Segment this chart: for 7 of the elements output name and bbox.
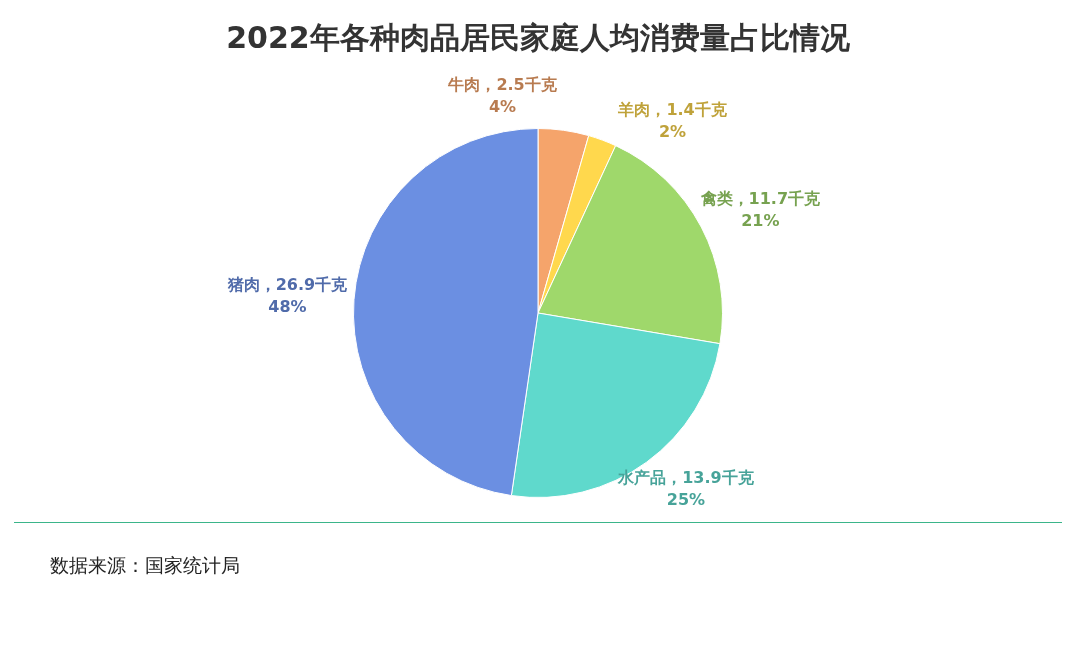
slice-label: 牛肉，2.5千克 4% [447, 74, 558, 116]
source-note: 数据来源：国家统计局 [50, 553, 241, 578]
slice-label: 禽类，11.7千克 21% [699, 189, 822, 231]
chart-title: 2022年各种肉品居民家庭人均消费量占比情况 [226, 19, 851, 55]
slice-label: 羊肉，1.4千克 2% [617, 100, 728, 142]
slice-label: 猪肉，26.9千克 48% [226, 275, 349, 317]
slice-label: 水产品，13.9千克 25% [617, 467, 755, 509]
